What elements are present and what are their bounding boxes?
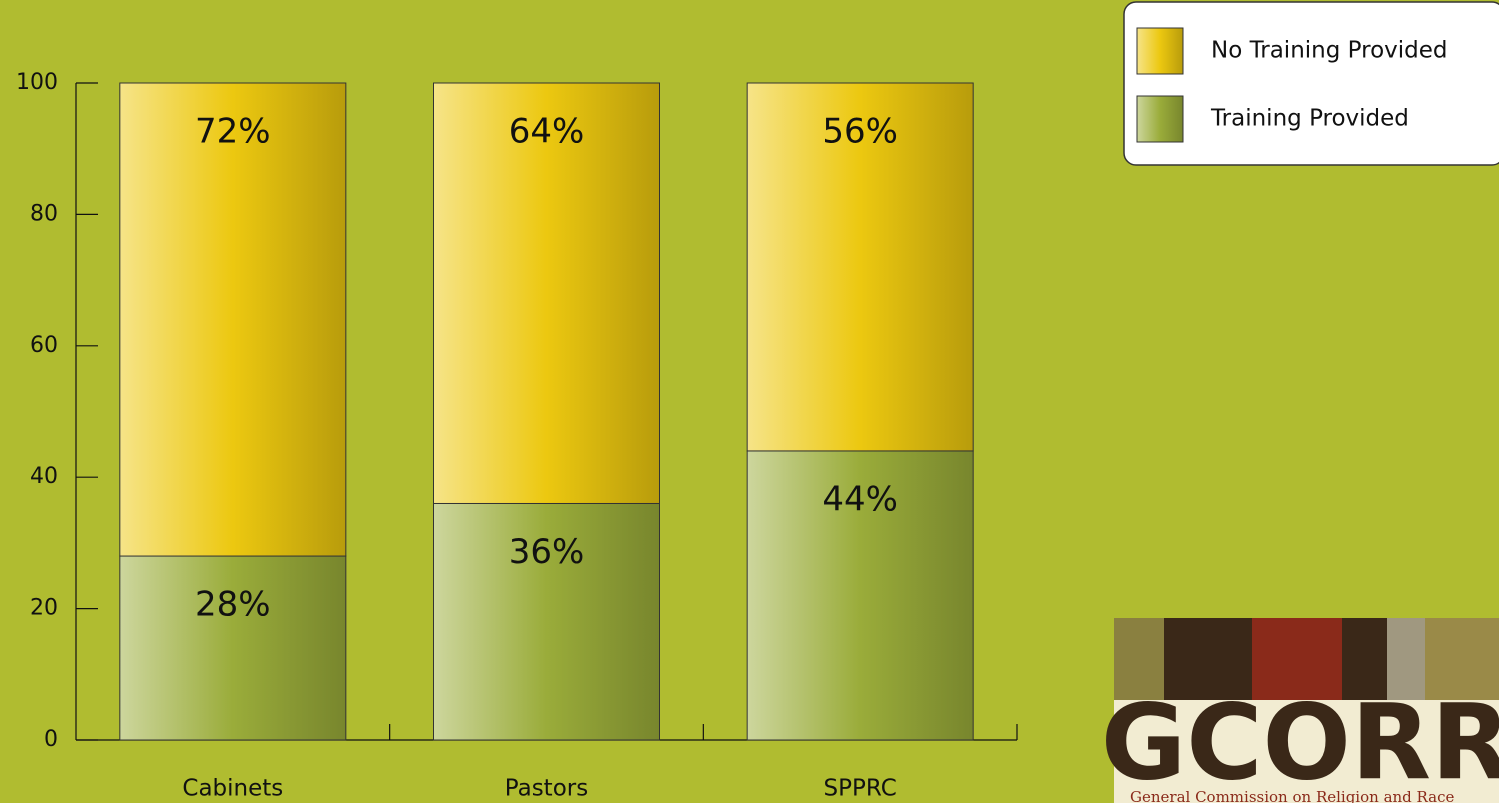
data-label: 44%: [822, 479, 898, 519]
legend-swatch: [1136, 95, 1184, 143]
legend-swatch: [1136, 27, 1184, 75]
y-tick-label: 0: [44, 727, 58, 752]
bar-segment: [746, 450, 974, 741]
data-label: 64%: [509, 112, 585, 152]
legend-label: Training Provided: [1210, 106, 1409, 132]
x-tick-label: Cabinets: [182, 776, 283, 802]
bar-segment: [746, 82, 974, 452]
data-label: 36%: [509, 532, 585, 572]
data-label: 72%: [195, 112, 271, 152]
bar-segment: [119, 82, 347, 557]
x-tick-label: Pastors: [505, 776, 588, 802]
bar-segment: [119, 555, 347, 741]
logo-stripe: [1114, 618, 1164, 700]
bar-segment: [433, 82, 660, 504]
logo-text: GCORR: [1101, 681, 1499, 803]
logo-stripe: [1387, 618, 1425, 700]
logo-stripe: [1342, 618, 1387, 700]
legend-label: No Training Provided: [1211, 38, 1448, 64]
y-tick-label: 80: [30, 201, 58, 226]
logo-subtitle: General Commission on Religion and Race: [1130, 788, 1455, 803]
logo-stripe: [1164, 618, 1252, 700]
y-tick-label: 60: [30, 333, 58, 358]
logo-stripe: [1252, 618, 1342, 700]
data-label: 28%: [195, 585, 271, 625]
data-label: 56%: [822, 112, 898, 152]
legend-box: [1123, 1, 1499, 166]
y-tick-label: 100: [16, 70, 58, 95]
bar-segment: [433, 502, 660, 741]
y-tick-label: 20: [30, 596, 58, 621]
y-tick-label: 40: [30, 464, 58, 489]
logo: GCORR General Commission on Religion and…: [1101, 618, 1499, 803]
logo-stripe: [1425, 618, 1499, 700]
x-tick-label: SPPRC: [824, 776, 897, 802]
